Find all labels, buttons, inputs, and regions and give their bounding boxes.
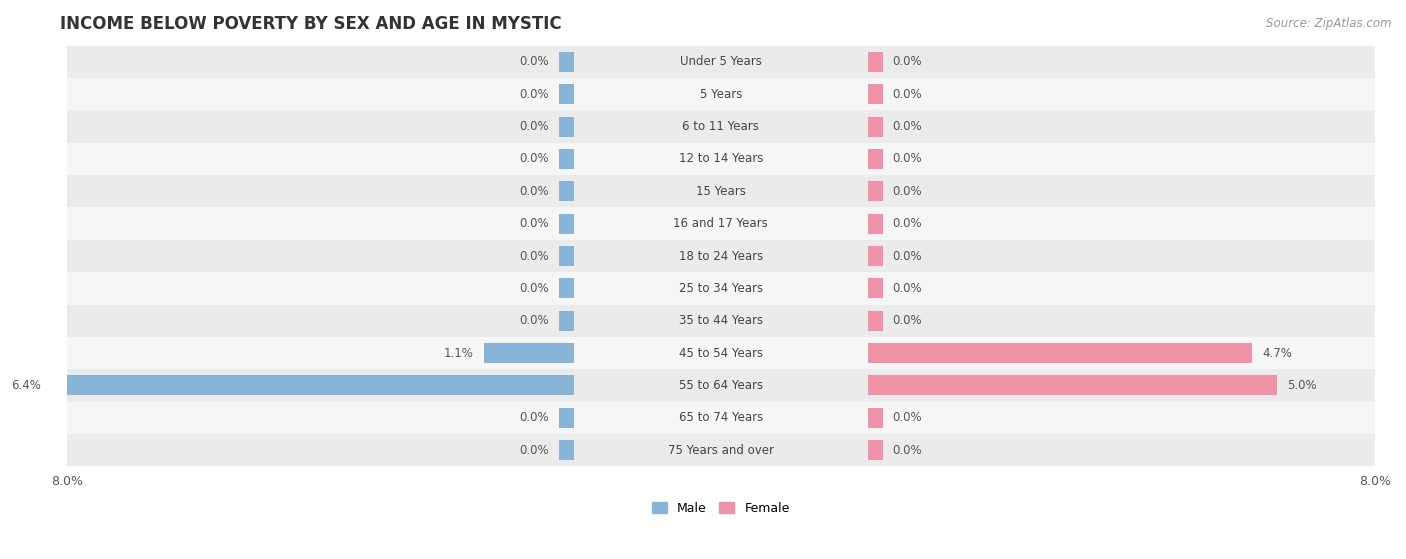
Text: Source: ZipAtlas.com: Source: ZipAtlas.com [1267,17,1392,30]
Bar [66,337,1375,369]
Text: 0.0%: 0.0% [893,88,922,101]
Text: 0.0%: 0.0% [519,185,550,198]
Text: 5.0%: 5.0% [1286,379,1316,392]
Text: 5 Years: 5 Years [700,88,742,101]
Text: 6 to 11 Years: 6 to 11 Years [682,120,759,133]
Text: 0.0%: 0.0% [893,55,922,68]
Text: 18 to 24 Years: 18 to 24 Years [679,249,763,263]
Text: 0.0%: 0.0% [519,444,550,457]
Bar [560,214,574,234]
Bar [51,376,574,395]
Text: 0.0%: 0.0% [519,153,550,165]
Bar [868,181,883,201]
Bar [66,369,1375,401]
Text: Under 5 Years: Under 5 Years [681,55,762,68]
Bar [868,440,883,460]
Bar [868,52,883,72]
Bar [560,116,574,136]
Bar [868,246,883,266]
Bar [66,207,1375,240]
Bar [66,143,1375,175]
Bar [560,246,574,266]
Text: 0.0%: 0.0% [519,55,550,68]
Text: 0.0%: 0.0% [893,314,922,327]
Bar [66,240,1375,272]
Bar [560,278,574,299]
Text: 0.0%: 0.0% [519,88,550,101]
Bar [868,376,1277,395]
Text: 0.0%: 0.0% [519,282,550,295]
Text: 4.7%: 4.7% [1263,347,1292,359]
Text: 6.4%: 6.4% [11,379,41,392]
Bar [868,84,883,104]
Bar [560,181,574,201]
Text: 0.0%: 0.0% [519,314,550,327]
Bar [66,305,1375,337]
Text: 65 to 74 Years: 65 to 74 Years [679,411,763,424]
Text: 0.0%: 0.0% [893,185,922,198]
Text: 0.0%: 0.0% [519,411,550,424]
Bar [868,278,883,299]
Bar [560,311,574,331]
Bar [66,401,1375,434]
Text: 0.0%: 0.0% [893,120,922,133]
Bar [560,84,574,104]
Bar [868,214,883,234]
Text: 0.0%: 0.0% [893,444,922,457]
Bar [560,440,574,460]
Text: 0.0%: 0.0% [893,282,922,295]
Bar [868,408,883,428]
Bar [560,408,574,428]
Text: 0.0%: 0.0% [519,249,550,263]
Legend: Male, Female: Male, Female [652,502,790,515]
Text: 15 Years: 15 Years [696,185,745,198]
Text: 12 to 14 Years: 12 to 14 Years [679,153,763,165]
Bar [868,149,883,169]
Bar [868,311,883,331]
Bar [66,110,1375,143]
Bar [484,343,574,363]
Bar [66,272,1375,305]
Text: 45 to 54 Years: 45 to 54 Years [679,347,763,359]
Text: 16 and 17 Years: 16 and 17 Years [673,217,768,230]
Bar [868,116,883,136]
Text: 55 to 64 Years: 55 to 64 Years [679,379,763,392]
Bar [66,175,1375,207]
Text: 1.1%: 1.1% [444,347,474,359]
Text: 75 Years and over: 75 Years and over [668,444,773,457]
Bar [560,52,574,72]
Text: 0.0%: 0.0% [519,217,550,230]
Text: INCOME BELOW POVERTY BY SEX AND AGE IN MYSTIC: INCOME BELOW POVERTY BY SEX AND AGE IN M… [60,15,562,33]
Text: 0.0%: 0.0% [893,217,922,230]
Bar [868,343,1253,363]
Text: 35 to 44 Years: 35 to 44 Years [679,314,763,327]
Text: 0.0%: 0.0% [893,411,922,424]
Text: 0.0%: 0.0% [893,249,922,263]
Bar [66,78,1375,110]
Text: 0.0%: 0.0% [519,120,550,133]
Text: 0.0%: 0.0% [893,153,922,165]
Bar [66,46,1375,78]
Bar [66,434,1375,466]
Bar [560,149,574,169]
Text: 25 to 34 Years: 25 to 34 Years [679,282,763,295]
